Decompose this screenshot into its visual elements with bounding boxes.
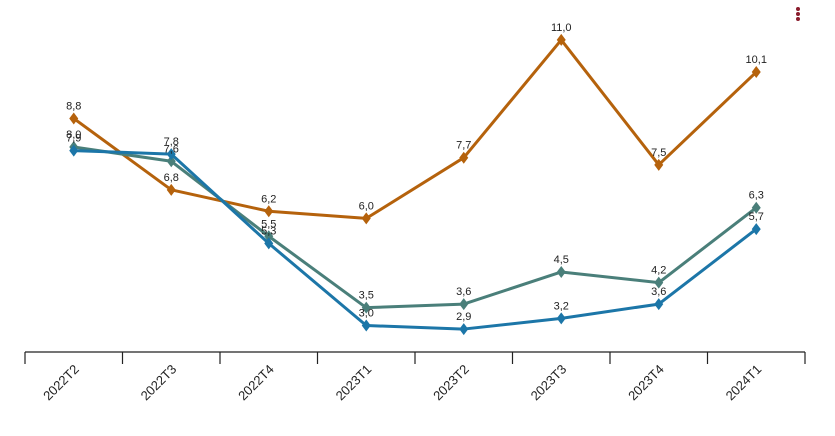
data-label: 6,2 bbox=[261, 193, 276, 205]
more-vertical-icon[interactable] bbox=[793, 6, 803, 24]
x-tick-label: 2023T4 bbox=[625, 362, 667, 404]
data-label: 5,3 bbox=[261, 225, 276, 237]
data-label: 2,9 bbox=[456, 311, 471, 323]
x-tick-label: 2023T2 bbox=[430, 362, 472, 404]
data-point[interactable] bbox=[264, 230, 274, 243]
data-label: 3,2 bbox=[554, 300, 569, 312]
data-point[interactable] bbox=[69, 144, 79, 157]
data-point[interactable] bbox=[459, 298, 469, 311]
data-label: 4,2 bbox=[651, 265, 666, 277]
x-tick-label: 2023T1 bbox=[333, 362, 375, 404]
x-axis: 2022T2 2022T3 2022T4 2023T1 2023T2 2023T3 2023… bbox=[24, 351, 806, 404]
data-point[interactable] bbox=[556, 33, 566, 46]
data-label: 7,6 bbox=[164, 143, 179, 155]
data-label: 7,9 bbox=[66, 133, 81, 145]
data-point[interactable] bbox=[361, 212, 371, 225]
data-point[interactable] bbox=[556, 312, 566, 325]
data-label: 6,3 bbox=[749, 190, 764, 202]
series-3 bbox=[69, 144, 761, 336]
data-label: 6,0 bbox=[359, 200, 374, 212]
series-line bbox=[72, 38, 758, 220]
data-label: 3,6 bbox=[456, 286, 471, 298]
data-label: 8,0 bbox=[66, 129, 81, 141]
data-label: 6,8 bbox=[164, 172, 179, 184]
data-point[interactable] bbox=[166, 183, 176, 196]
data-point[interactable] bbox=[361, 301, 371, 314]
data-label: 11,0 bbox=[551, 22, 572, 34]
data-point[interactable] bbox=[751, 201, 761, 214]
data-point[interactable] bbox=[751, 66, 761, 79]
series-line bbox=[73, 145, 758, 310]
data-point[interactable] bbox=[166, 148, 176, 161]
series-layer bbox=[69, 33, 761, 336]
data-label: 7,7 bbox=[456, 140, 471, 152]
data-point[interactable] bbox=[654, 158, 664, 171]
data-point[interactable] bbox=[556, 265, 566, 278]
data-label: 3,0 bbox=[359, 308, 374, 320]
data-point[interactable] bbox=[264, 237, 274, 250]
series-2 bbox=[69, 141, 761, 314]
data-label: 4,5 bbox=[554, 254, 569, 266]
x-tick-label: 2022T4 bbox=[235, 362, 277, 404]
data-label: 5,7 bbox=[749, 211, 764, 223]
x-tick-label: 2023T3 bbox=[528, 362, 570, 404]
data-point[interactable] bbox=[459, 151, 469, 164]
data-point[interactable] bbox=[361, 319, 371, 332]
series-line bbox=[73, 149, 758, 331]
data-labels: 8,8 6,8 6,2 6,0 7,7 11,0 7,5 10,1 8,0 7,6 5,5 3,5 3,… bbox=[66, 22, 767, 323]
data-label: 10,1 bbox=[746, 54, 767, 66]
x-tick-label: 2022T2 bbox=[40, 362, 82, 404]
data-point[interactable] bbox=[654, 276, 664, 289]
data-label: 7,5 bbox=[651, 147, 666, 159]
data-label: 8,8 bbox=[66, 100, 81, 112]
data-label: 3,6 bbox=[651, 286, 666, 298]
data-label: 3,5 bbox=[359, 290, 374, 302]
data-point[interactable] bbox=[751, 223, 761, 236]
series-1 bbox=[69, 33, 761, 225]
data-label: 5,5 bbox=[261, 218, 276, 230]
x-tick-label: 2024T1 bbox=[723, 362, 765, 404]
data-point[interactable] bbox=[654, 298, 664, 311]
data-point[interactable] bbox=[166, 155, 176, 168]
data-point[interactable] bbox=[264, 205, 274, 218]
data-point[interactable] bbox=[459, 323, 469, 336]
data-label: 7,8 bbox=[164, 136, 179, 148]
x-tick-label: 2022T3 bbox=[138, 362, 180, 404]
data-point[interactable] bbox=[69, 112, 79, 125]
